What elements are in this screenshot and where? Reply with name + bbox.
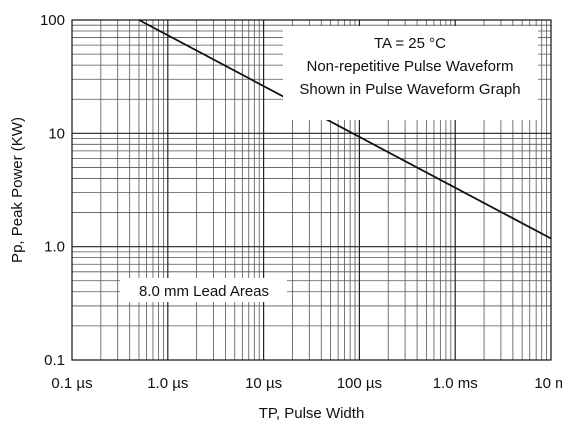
x-tick-label: 1.0 ms (433, 375, 478, 392)
x-tick-label: 1.0 µs (147, 375, 188, 392)
y-tick-label: 100 (40, 12, 65, 29)
x-tick-label: 10 µs (245, 375, 282, 392)
lead-area-box (120, 278, 287, 302)
annotation-graph-reference: Shown in Pulse Waveform Graph (299, 81, 520, 98)
x-tick-label: 0.1 µs (51, 375, 92, 392)
y-tick-label: 10 (48, 125, 65, 142)
x-tick-labels: 0.1 µs 1.0 µs 10 µs 100 µs 1.0 ms 10 m (51, 375, 562, 392)
annotation-waveform: Non-repetitive Pulse Waveform (306, 58, 513, 75)
x-tick-label: 10 m (534, 375, 562, 392)
conditions-box (283, 26, 538, 120)
annotation-temperature: TA = 25 °C (374, 35, 446, 52)
x-tick-label: 100 µs (337, 375, 382, 392)
plot-frame (71, 19, 552, 361)
y-tick-labels: 0.1 1.0 10 100 (40, 12, 65, 369)
series-line (138, 19, 552, 240)
y-tick-label: 1.0 (44, 239, 65, 256)
annotations: TA = 25 °C Non-repetitive Pulse Waveform… (120, 26, 538, 302)
grid (72, 20, 551, 360)
series-layer (138, 19, 552, 240)
annotation-lead-area: 8.0 mm Lead Areas (139, 283, 269, 300)
x-axis-label: TP, Pulse Width (259, 405, 365, 422)
y-axis-label: Pp, Peak Power (KW) (9, 117, 26, 263)
y-tick-label: 0.1 (44, 352, 65, 369)
